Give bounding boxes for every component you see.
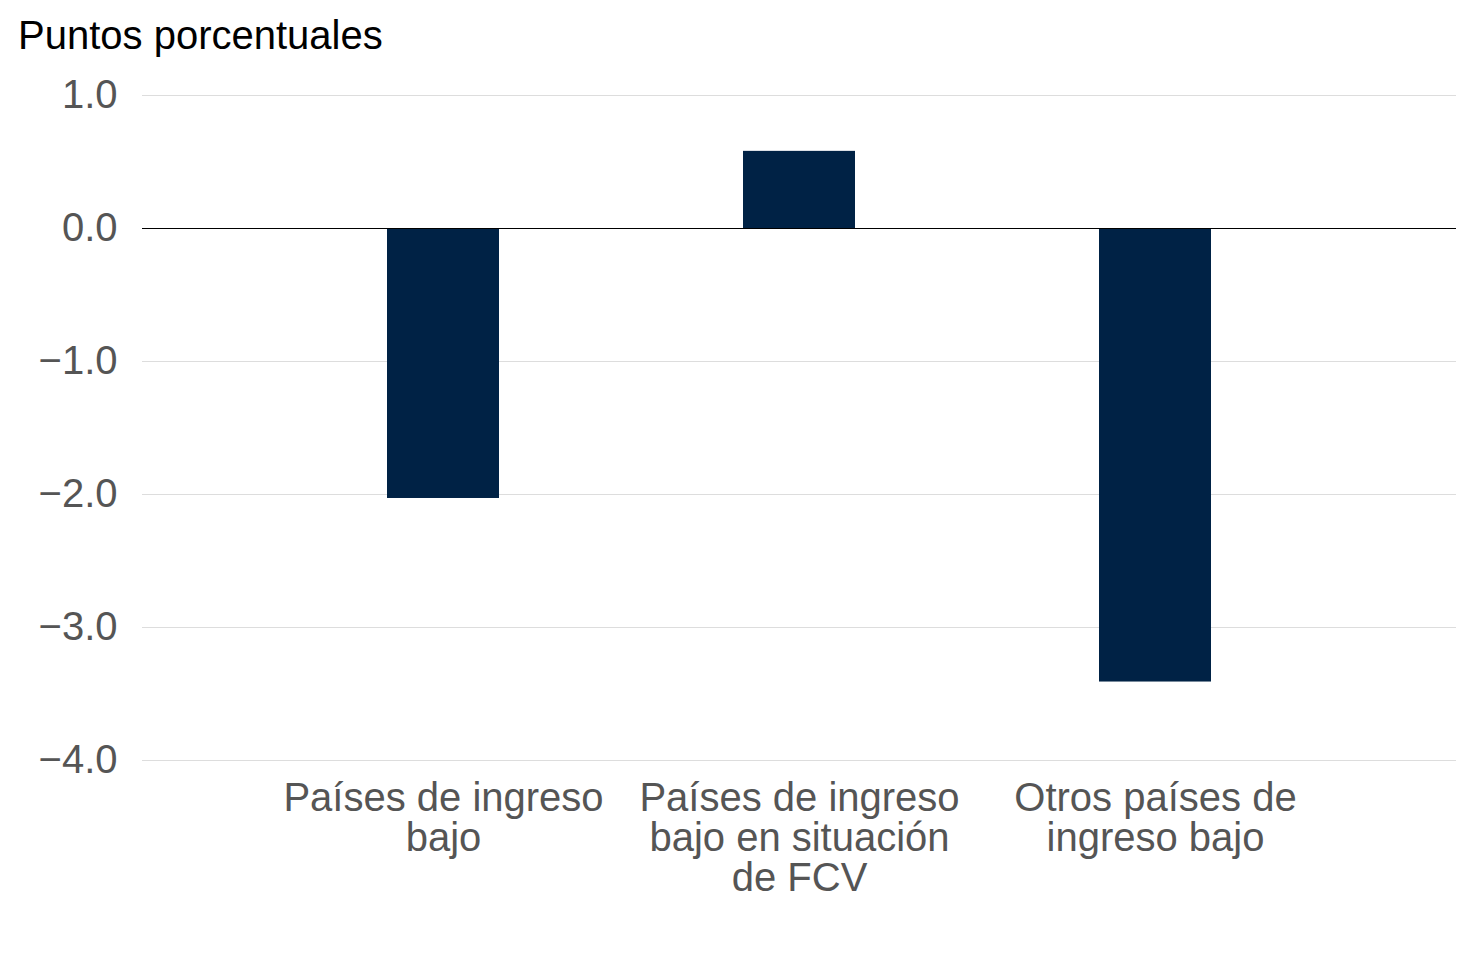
svg-text:−4.0: −4.0 <box>39 737 118 781</box>
svg-text:Países de ingresobajo en situa: Países de ingresobajo en situaciónde FCV <box>639 775 959 899</box>
svg-text:1.0: 1.0 <box>62 72 118 116</box>
svg-text:Países de ingresobajo: Países de ingresobajo <box>283 775 603 859</box>
html-text:Puntos porcentuales: Puntos porcentuales <box>18 13 383 57</box>
svg-text:0.0: 0.0 <box>62 205 118 249</box>
svg-text:−2.0: −2.0 <box>39 471 118 515</box>
svg-text:−1.0: −1.0 <box>39 338 118 382</box>
svg-text:−3.0: −3.0 <box>39 604 118 648</box>
svg-text:Otros países deingreso bajo: Otros países deingreso bajo <box>1014 775 1296 859</box>
